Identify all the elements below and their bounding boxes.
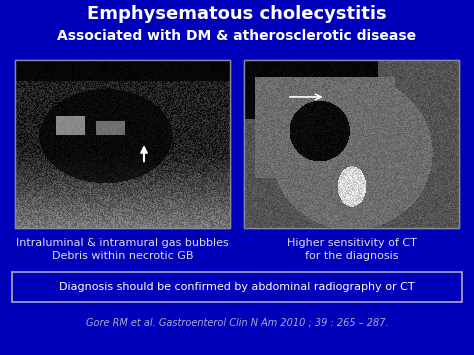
Text: Higher sensitivity of CT: Higher sensitivity of CT	[287, 238, 417, 248]
Bar	[244, 60, 459, 228]
Text: for the diagnosis: for the diagnosis	[305, 251, 398, 261]
Bar	[15, 60, 230, 228]
Text: Intraluminal & intramural gas bubbles: Intraluminal & intramural gas bubbles	[16, 238, 229, 248]
Text: Emphysematous cholecystitis: Emphysematous cholecystitis	[87, 5, 387, 23]
Bar	[12, 272, 462, 302]
Bar	[244, 60, 459, 228]
Text: Diagnosis should be confirmed by abdominal radiography or CT: Diagnosis should be confirmed by abdomin…	[59, 282, 415, 292]
Text: Associated with DM & atherosclerotic disease: Associated with DM & atherosclerotic dis…	[57, 29, 417, 43]
Text: Gore RM et al. Gastroenterol Clin N Am 2010 ; 39 : 265 – 287.: Gore RM et al. Gastroenterol Clin N Am 2…	[86, 318, 388, 328]
Bar	[15, 60, 230, 228]
Text: Debris within necrotic GB: Debris within necrotic GB	[52, 251, 193, 261]
